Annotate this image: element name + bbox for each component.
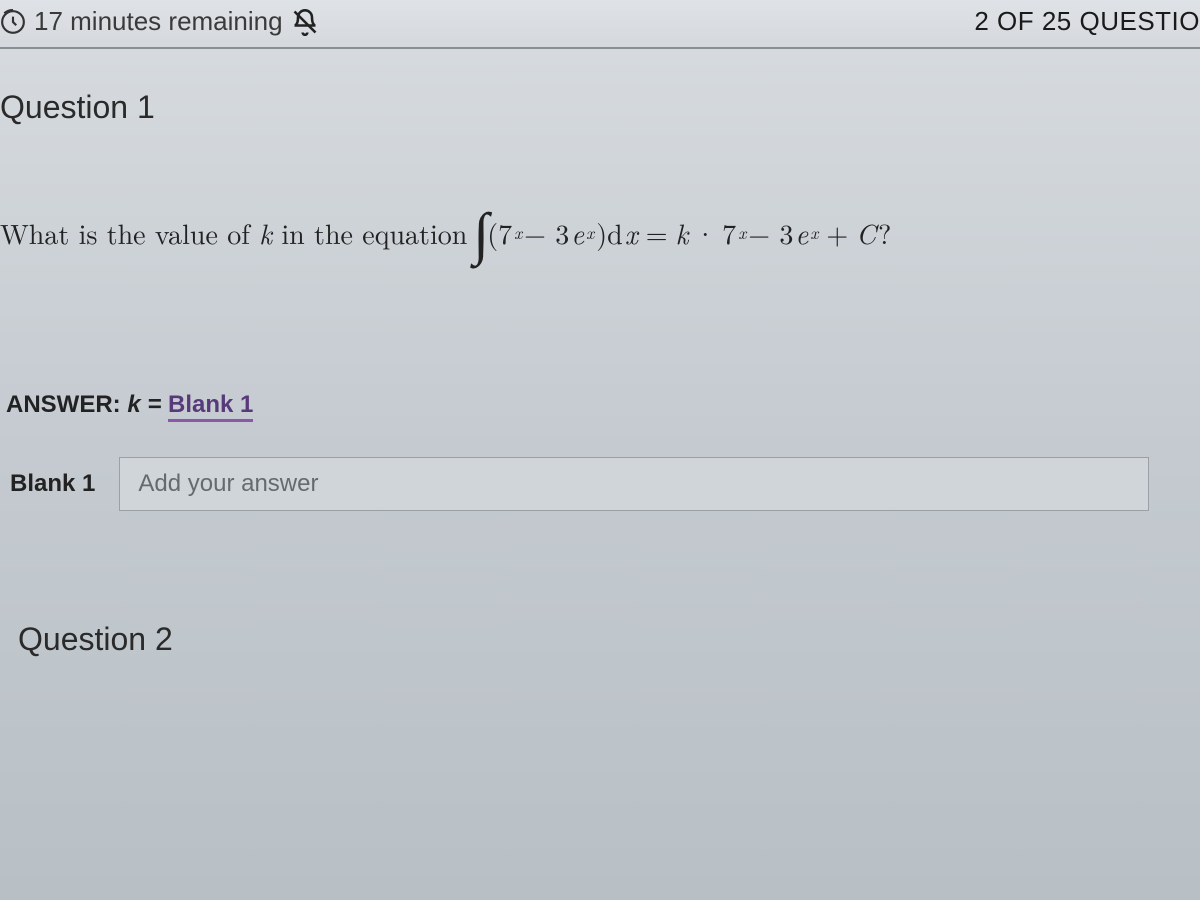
rparen-d: )d xyxy=(596,217,622,251)
blank-1-row: Blank 1 xyxy=(10,457,1200,511)
answer-prefix: ANSWER: xyxy=(6,391,121,418)
question-1-title: Question 1 xyxy=(0,89,1200,126)
math-expression: ∫ (7x − 3ex )dx = k · 7x − 3ex + C? xyxy=(473,216,891,251)
blank-1-reference: Blank 1 xyxy=(168,391,253,422)
question-1-body: What is the value of k in the equation ∫… xyxy=(0,216,1200,251)
e-1: e xyxy=(571,217,584,251)
equals: = xyxy=(640,217,674,251)
dx-x: x xyxy=(625,217,638,251)
bell-off-icon[interactable] xyxy=(291,8,319,36)
question-2-title: Question 2 xyxy=(18,621,1200,658)
cdot: · xyxy=(690,217,720,251)
e-2: e xyxy=(795,217,808,251)
answer-k-eq: k = xyxy=(127,391,161,418)
minus-3-rhs: − 3 xyxy=(748,217,793,251)
timer-group: 17 minutes remaining xyxy=(0,6,319,37)
top-bar: 17 minutes remaining 2 OF 25 QUESTIO xyxy=(0,0,1200,49)
content-area: Question 1 What is the value of k in the… xyxy=(0,49,1200,658)
quiz-page: 17 minutes remaining 2 OF 25 QUESTIO Que… xyxy=(0,0,1200,900)
lead-before-k: What is the value of xyxy=(0,213,259,253)
question-mark: ? xyxy=(878,217,891,251)
question-progress: 2 OF 25 QUESTIO xyxy=(974,6,1200,37)
minus-3: − 3 xyxy=(524,217,569,251)
blank-1-label: Blank 1 xyxy=(10,470,95,498)
k-rhs: k xyxy=(675,217,688,251)
question-lead-1: What is the value of k in the equation xyxy=(0,217,467,251)
answer-line: ANSWER: k = Blank 1 xyxy=(6,391,1200,419)
lead-after-k: in the equation xyxy=(272,213,467,253)
const-c: C xyxy=(856,217,876,251)
var-k: k xyxy=(259,213,272,253)
blank-1-input[interactable] xyxy=(119,457,1149,511)
timer-text: 17 minutes remaining xyxy=(34,6,283,37)
integral-symbol: ∫ xyxy=(473,212,489,247)
clock-icon xyxy=(0,9,26,35)
seven-rhs: 7 xyxy=(722,217,736,251)
lparen-seven: (7 xyxy=(487,217,512,251)
plus: + xyxy=(820,217,854,251)
